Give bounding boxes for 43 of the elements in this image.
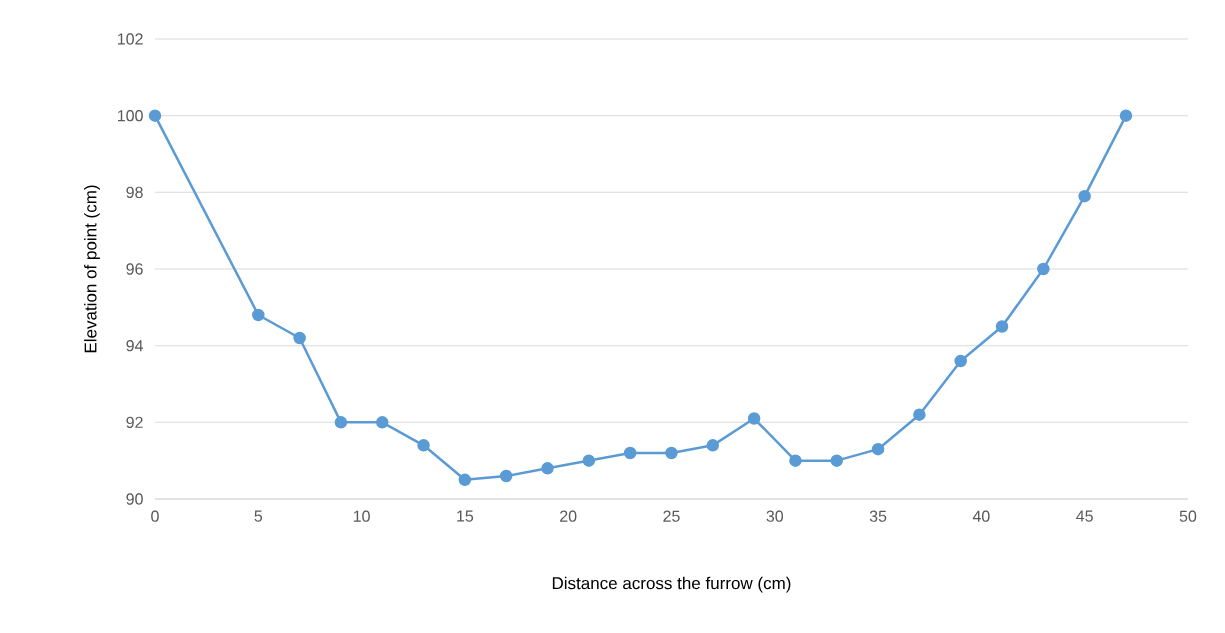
point [789,454,802,467]
point [1037,262,1050,276]
x-tick-label: 35 [869,510,887,522]
point [417,439,430,452]
point [541,462,554,475]
x-tick-label: 45 [1076,510,1093,522]
y-tick-label: 94 [126,340,143,352]
y-tick-label: 98 [126,186,143,198]
point [995,320,1009,333]
point [499,469,513,483]
point [582,454,596,467]
point [871,442,885,456]
point [148,109,162,122]
point [252,308,265,322]
point [830,454,843,467]
y-tick-label: 90 [126,493,143,505]
point [706,439,720,452]
x-tick-label: 5 [254,510,263,522]
x-tick-label: 10 [353,510,370,522]
point [954,354,967,368]
point [458,473,472,487]
point [376,416,389,429]
point [747,412,761,425]
x-tick-label: 0 [151,510,159,522]
x-tick-label: 40 [972,510,990,522]
x-axis-title: Distance across the furrow (cm) [552,576,791,593]
y-tick-label: 92 [126,416,143,428]
x-tick-label: 30 [766,510,784,522]
x-tick-label: 15 [457,510,474,522]
point [623,446,637,460]
point [913,408,926,421]
y-tick-label: 96 [126,263,143,275]
x-tick-label: 20 [560,510,577,522]
point [334,416,348,429]
x-tick-label: 50 [1179,510,1197,522]
y-tick-label: 100 [118,110,143,122]
point [1078,189,1091,203]
point [665,446,678,460]
x-tick-label: 25 [663,510,680,522]
point [293,331,306,345]
y-axis-title: Elevation of point (cm) [84,185,100,353]
y-tick-label: 102 [118,33,143,45]
point [1119,109,1133,122]
